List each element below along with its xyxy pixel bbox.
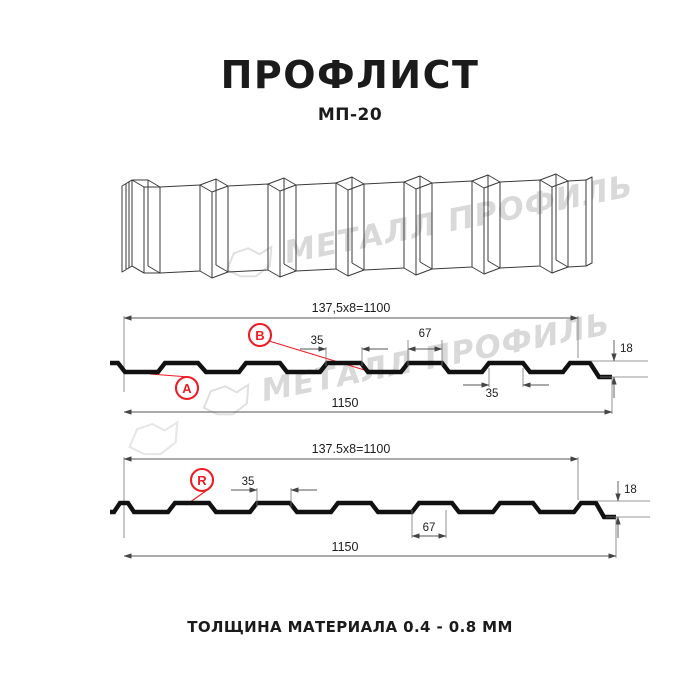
leader-line-b bbox=[268, 340, 372, 373]
leader-line-a bbox=[149, 373, 190, 378]
dim-label-overall-top: 1150 bbox=[332, 396, 359, 410]
dim-label-crest-bottom: 35 bbox=[242, 476, 255, 488]
dim-label-pitch-top: 137,5x8=1100 bbox=[312, 301, 391, 315]
material-thickness-caption: ТОЛЩИНА МАТЕРИАЛА 0.4 - 0.8 ММ bbox=[187, 618, 513, 636]
dim-label-overall-bottom: 1150 bbox=[332, 540, 359, 554]
marker-circle-a[interactable] bbox=[174, 375, 200, 401]
dim-label-height-top: 18 bbox=[620, 343, 633, 355]
marker-circle-r[interactable] bbox=[189, 467, 215, 493]
dim-label-crest-top: 35 bbox=[311, 335, 324, 347]
page-subtitle: МП-20 bbox=[317, 105, 383, 125]
isometric-sheet-view bbox=[121, 173, 593, 279]
marker-label-a: A bbox=[182, 381, 192, 396]
profile-outline-top bbox=[110, 360, 612, 380]
dim-label-valley-top: 67 bbox=[419, 328, 432, 340]
marker-circle-b[interactable] bbox=[247, 322, 273, 348]
section-top: 137,5x8=1100 B A 35 67 bbox=[110, 301, 648, 415]
section-bottom: 137.5x8=1100 R 35 67 18 bbox=[110, 442, 650, 559]
page-title: ПРОФЛИСТ bbox=[220, 53, 480, 97]
marker-label-r: R bbox=[197, 473, 207, 488]
marker-label-b: B bbox=[255, 328, 264, 343]
dim-label-height-bottom: 18 bbox=[624, 484, 637, 496]
title-block: ПРОФЛИСТ МП-20 bbox=[0, 56, 700, 124]
profile-outline-bottom bbox=[110, 500, 616, 520]
dim-label-pitch-bottom: 137.5x8=1100 bbox=[312, 442, 391, 456]
dim-label-crest-top-lower: 35 bbox=[486, 388, 499, 400]
dim-label-valley-bottom: 67 bbox=[423, 522, 436, 534]
